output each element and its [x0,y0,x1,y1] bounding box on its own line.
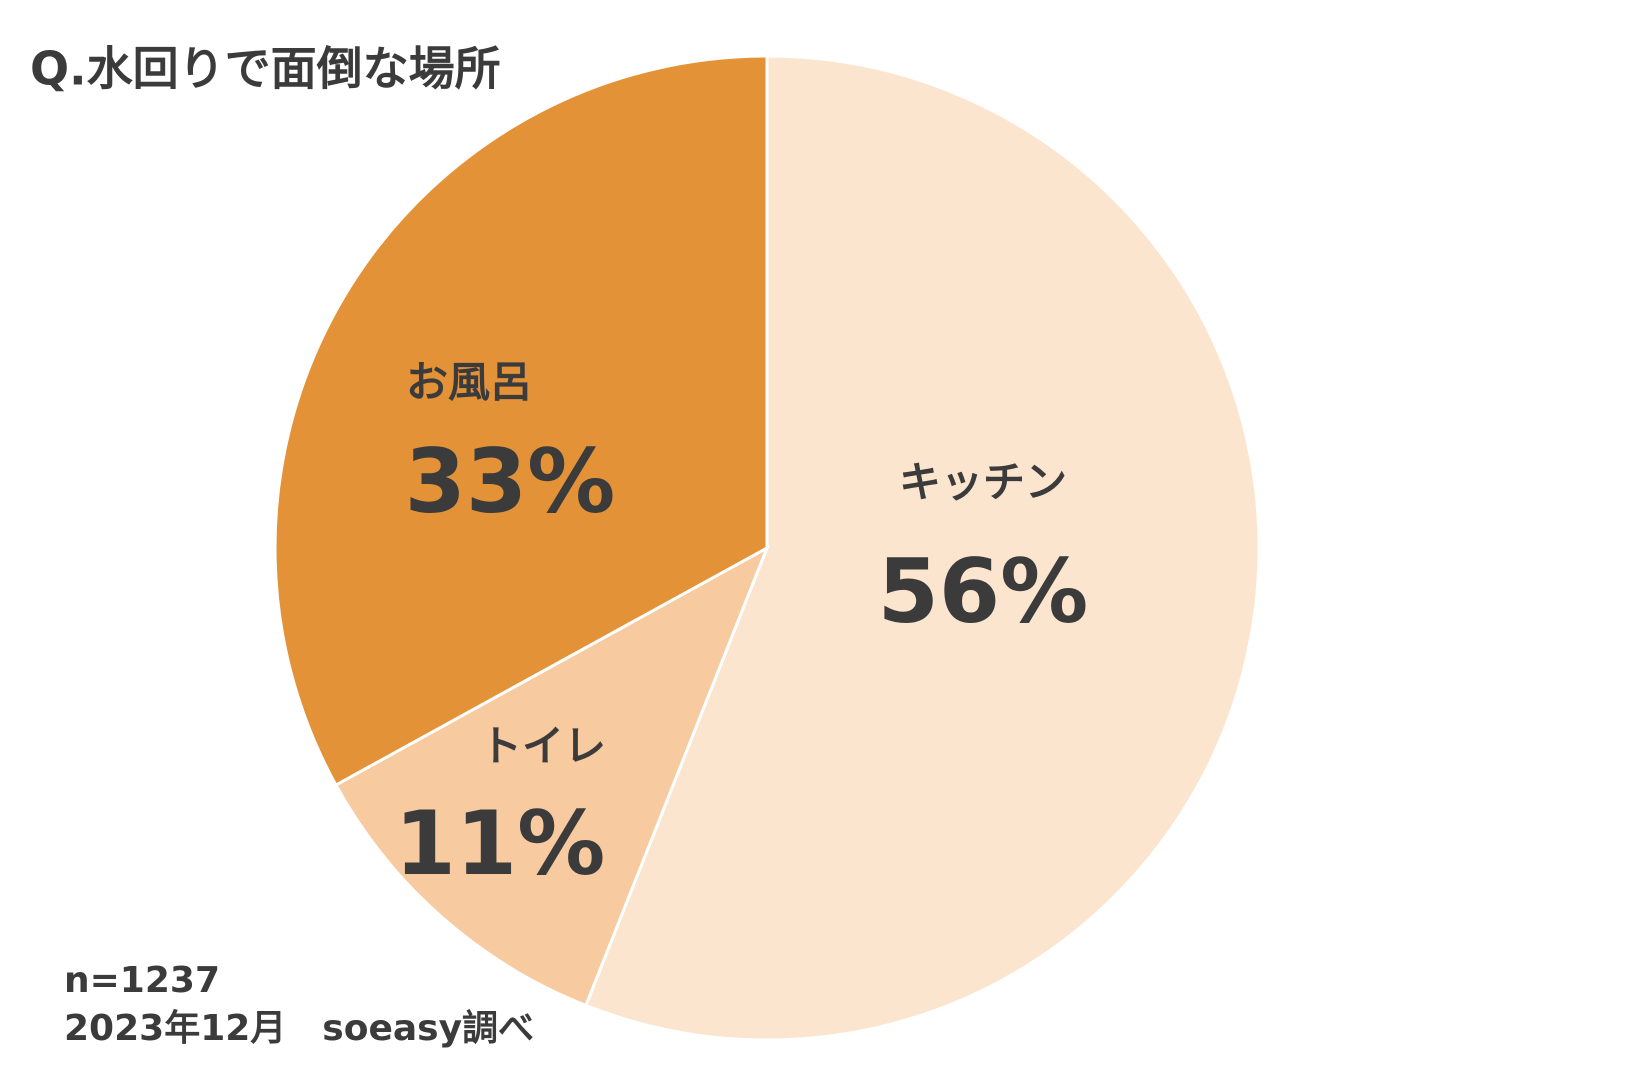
value-label: 56% [878,540,1089,643]
pie-slice [273,54,769,788]
pie-slice [583,54,1261,1042]
slice-label: トイレ [480,722,606,771]
value-label: 33% [405,430,616,533]
value-label: 11% [395,792,606,895]
slice-label: お風呂 [406,358,532,407]
pie-slice [333,544,770,1008]
source-note: 2023年12月 soeasy調べ [64,1008,534,1049]
pie [273,54,1261,1042]
chart-title: Q.水回りで面倒な場所 [30,42,501,96]
sample-note: n=1237 [64,960,220,1001]
slice-label: キッチン [899,458,1067,507]
